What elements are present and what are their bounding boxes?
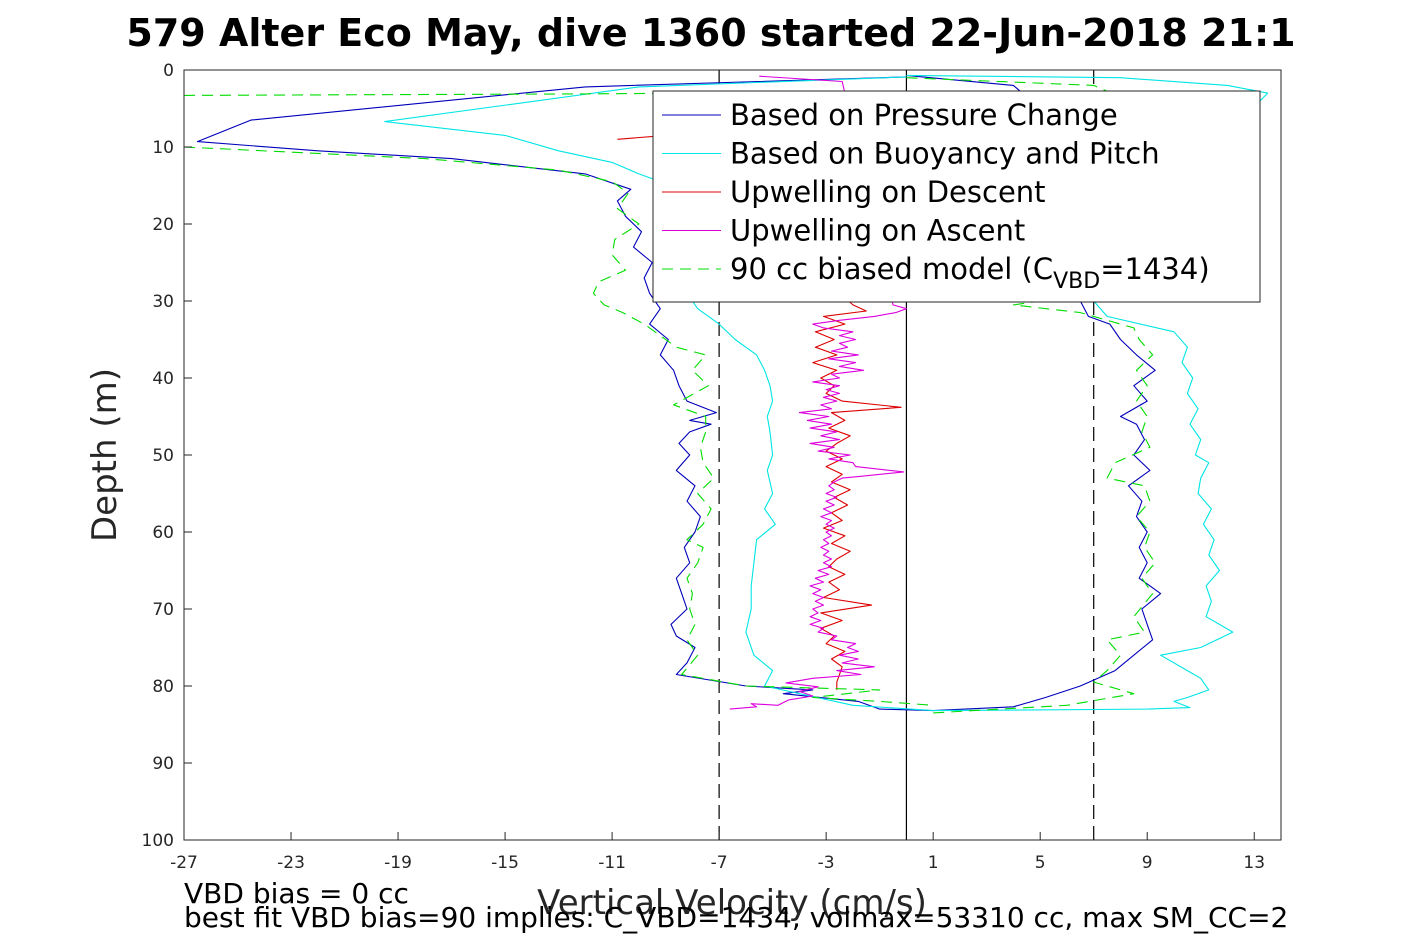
y-axis-label: Depth (m) [85, 368, 125, 542]
x-axis-label: Vertical Velocity (cm/s) [537, 883, 927, 923]
y-tick-label: 30 [152, 292, 174, 312]
y-tick-label: 100 [142, 831, 174, 851]
legend-entry: Based on Pressure Change [730, 98, 1118, 132]
legend-entry: Upwelling on Ascent [730, 214, 1025, 248]
y-tick-label: 70 [152, 600, 174, 620]
series-line-buoyancy_descent [384, 76, 934, 712]
x-tick-label: 5 [1035, 853, 1046, 873]
footer-line-2: best fit VBD bias=90 implies: C_VBD=1434… [184, 901, 1288, 934]
y-tick-label: 80 [152, 677, 174, 697]
chart-title: 579 Alter Eco May, dive 1360 started 22-… [126, 11, 1295, 55]
legend-label-suffix: =1434) [1100, 252, 1209, 286]
y-tick-label: 50 [152, 446, 174, 466]
x-tick-label: 9 [1142, 853, 1153, 873]
y-tick-label: 60 [152, 523, 174, 543]
x-tick-label: -11 [598, 853, 626, 873]
x-tick-label: -3 [818, 853, 835, 873]
y-tick-label: 40 [152, 369, 174, 389]
series-line-model_descent [183, 146, 934, 706]
legend-entry: 90 cc biased model (CVBD=1434) [730, 252, 1210, 294]
data-series [183, 74, 1269, 714]
legend-label-subscript: VBD [1053, 269, 1100, 294]
x-tick-label: -23 [277, 853, 305, 873]
x-tick-label: -15 [491, 853, 519, 873]
x-tick-label: 13 [1243, 853, 1265, 873]
x-tick-label: -19 [384, 853, 412, 873]
legend-entry: Upwelling on Descent [730, 175, 1046, 209]
legend-entry: Based on Buoyancy and Pitch [730, 137, 1160, 171]
series-line-buoyancy_ascent [906, 74, 1269, 712]
legend-label-prefix: 90 cc biased model (C [730, 252, 1053, 286]
series-line-upwelling_descent [617, 134, 902, 690]
legend: Based on Pressure Change Based on Buoyanc… [652, 90, 1261, 303]
series-line-upwelling_ascent [729, 75, 907, 710]
y-tick-label: 90 [152, 754, 174, 774]
x-tick-label: 1 [928, 853, 939, 873]
y-tick-label: 10 [152, 138, 174, 158]
series-line-pressure_descent [196, 76, 934, 712]
legend-box [652, 90, 1261, 303]
x-tick-label: -7 [711, 853, 728, 873]
y-tick-label: 0 [163, 61, 174, 81]
y-tick-label: 20 [152, 215, 174, 235]
footer-line-1: VBD bias = 0 cc [184, 877, 409, 910]
axis-ticks: -27 -23 -19 -15 -11 -7 -3 1 5 9 13 0 10 20 30 40 50 60 70 8… [142, 61, 1266, 873]
x-tick-label: -27 [170, 853, 198, 873]
